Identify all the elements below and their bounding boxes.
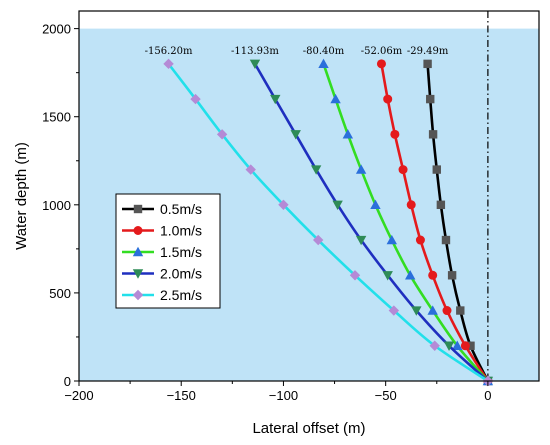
series-line-1 [380,63,489,382]
series-4-point-6 [245,164,256,175]
annotation-4: -156.20m [145,46,193,57]
series-4-point-5 [278,199,289,211]
series-line-2 [322,63,489,382]
y-tick-label-4: 2000 [42,22,71,37]
annotation-0: -29.49m [407,46,449,57]
series-3-point-8 [270,94,281,105]
series-3-point-4 [355,235,367,246]
series-1-point-7 [390,129,400,139]
legend-label-2: 1.5m/s [160,244,202,260]
series-0-point-1 [466,341,475,350]
series-2-point-5 [370,199,381,210]
series-1-point-5 [406,200,416,210]
legend-marker-0 [133,204,143,214]
series-0-point-7 [428,130,438,139]
series-2-point-9 [318,58,329,69]
series-3-point-3 [382,271,393,281]
legend-marker-2 [132,246,144,257]
series-3-point-6 [310,165,322,175]
series-0-point-9 [423,59,432,69]
series-0: -29.49m [407,46,493,386]
series-4-point-7 [216,129,228,140]
series-0-point-3 [447,271,457,280]
x-tick-label-4: 0 [484,388,491,403]
series-0-point-8 [426,94,435,104]
series-4-point-9 [163,58,174,70]
series-2-point-3 [405,270,416,280]
annotation-1: -52.06m [361,46,403,57]
x-axis-title: Lateral offset (m) [252,420,365,437]
series-1-point-4 [415,235,425,245]
series-3-point-9 [249,59,261,70]
annotation-2: -80.40m [303,46,345,57]
series-0-point-5 [436,200,446,210]
series-1-point-2 [442,306,452,316]
series-4-point-1 [429,340,440,351]
series-3: -113.93m [231,46,494,387]
series-3-point-1 [443,341,455,351]
x-tick-label-0: −200 [64,388,93,403]
series-2-point-1 [452,340,463,350]
series-3-point-7 [290,130,301,140]
legend: 0.5m/s 1.0m/s 1.5m/s 2.0m/s 2.5m/s [115,193,221,309]
x-tick-label-2: −100 [269,388,298,403]
legend-marker-1 [133,226,143,235]
y-tick-label-2: 1000 [42,198,71,213]
y-tick-label-0: 0 [64,374,71,389]
series-4-point-2 [388,305,400,316]
series-3-point-5 [332,200,343,211]
series-4: -156.20m [145,46,494,387]
plot-frame [78,10,540,382]
x-tick-label-3: −50 [375,388,397,403]
series-4-point-4 [313,234,324,246]
series-1-point-9 [376,59,386,69]
series-1-point-6 [398,165,408,175]
legend-label-0: 0.5m/s [160,201,202,217]
series-1-point-3 [428,270,438,280]
series-line-0 [426,63,490,382]
x-tick-label-1: −150 [167,388,196,403]
series-0-point-2 [456,306,465,315]
annotation-3: -113.93m [231,46,279,57]
series-line-3 [253,63,489,382]
y-tick-label-3: 1500 [42,110,71,125]
series-2: -80.40m [303,46,494,386]
series-line-4 [167,63,489,383]
series-4-point-3 [349,270,361,281]
series-2-point-6 [355,164,367,174]
series-4-point-8 [190,93,201,105]
series-2-point-7 [342,129,354,139]
series-2-point-2 [427,305,438,315]
series-1-point-8 [383,94,393,104]
legend-label-3: 2.0m/s [160,266,202,282]
series-0-point-4 [441,235,451,245]
legend-label-4: 2.5m/s [160,287,202,303]
series-1-point-1 [460,341,470,351]
y-axis-title: Water depth (m) [13,142,30,250]
y-tick-label-1: 500 [49,286,71,301]
series-2-point-4 [386,234,397,245]
series-0-point-6 [432,165,441,174]
series-2-point-8 [330,93,341,104]
legend-marker-3 [132,269,144,279]
series-3-point-2 [411,306,422,316]
legend-label-1: 1.0m/s [160,223,202,239]
legend-marker-4 [132,289,144,301]
